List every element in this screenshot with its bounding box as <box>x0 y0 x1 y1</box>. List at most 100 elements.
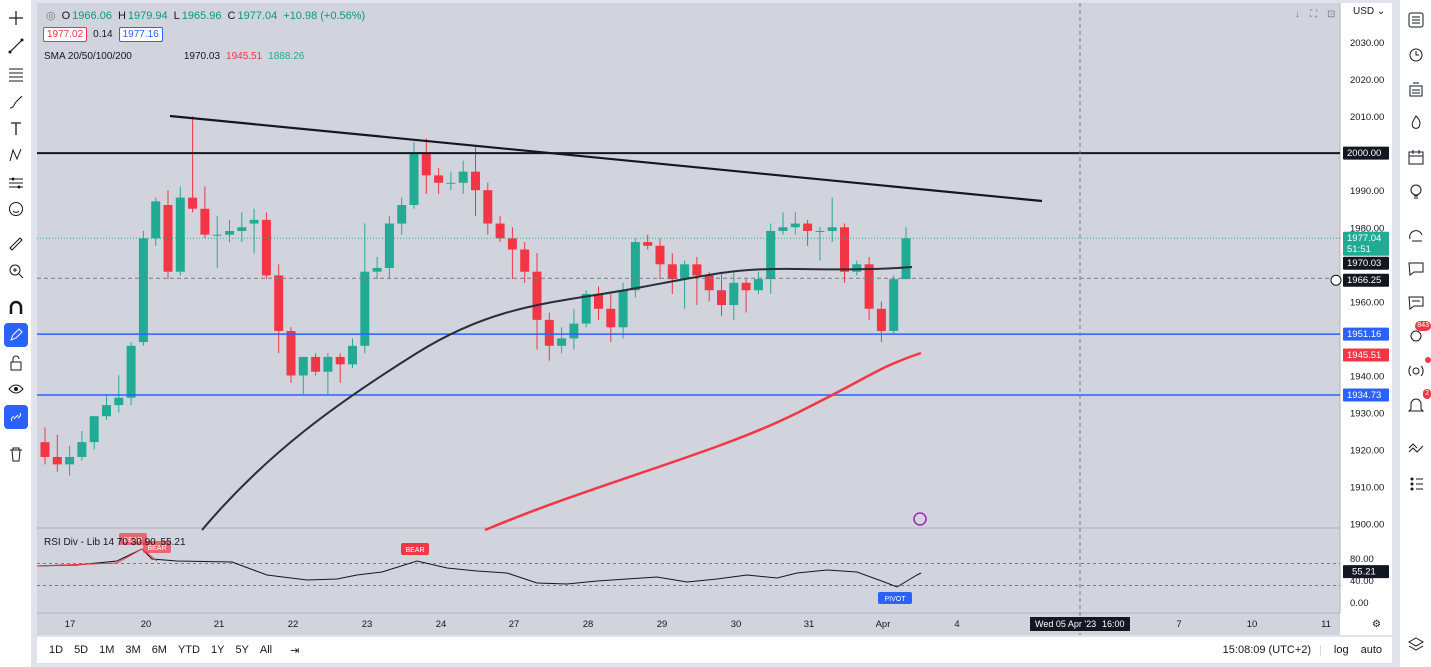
trend-line-icon[interactable] <box>4 34 28 58</box>
candle-body <box>692 264 702 276</box>
data-window-icon[interactable] <box>1404 77 1428 101</box>
link-icon[interactable] <box>4 405 28 429</box>
price-axis-label: 1900.00 <box>1350 520 1384 531</box>
sma-20-line <box>201 266 913 531</box>
clock[interactable]: 15:08:09 (UTC+2) <box>1222 644 1312 656</box>
range-1d[interactable]: 1D <box>49 644 64 656</box>
time-axis-label: 27 <box>509 619 520 630</box>
zoom-in-icon[interactable] <box>4 259 28 283</box>
candle-body <box>704 275 714 291</box>
time-tooltip <box>1030 617 1130 631</box>
candle-body <box>311 356 321 372</box>
trash-icon[interactable] <box>4 442 28 466</box>
ideas-icon[interactable] <box>1404 180 1428 204</box>
candle-body <box>237 227 247 231</box>
candle-body <box>520 249 530 272</box>
range-1m[interactable]: 1M <box>99 644 115 656</box>
chart-pane[interactable]: BEAR BEAR BEAR PIVOT 2030.00 2020.00 2010.00 1… <box>37 3 1392 635</box>
alarm-clock-icon[interactable] <box>1404 42 1428 66</box>
ideas-badge: 843 <box>1415 321 1431 331</box>
visibility-icon[interactable]: ◎ <box>46 10 56 22</box>
bear-label: BEAR <box>405 547 424 554</box>
time-axis-label: 4 <box>954 619 959 630</box>
candle-body <box>876 308 886 331</box>
hotlist-icon[interactable] <box>1404 111 1428 135</box>
time-axis-label: 31 <box>804 619 815 630</box>
descending-trendline <box>169 114 1043 203</box>
bear-label-3: BEAR <box>147 545 166 552</box>
price-tag-support1-text: 1951.16 <box>1347 329 1381 340</box>
candle-body <box>569 323 579 339</box>
time-axis-label: 29 <box>657 619 668 630</box>
candle-body <box>618 290 628 328</box>
range-6m[interactable]: 6M <box>151 644 167 656</box>
dom-icon[interactable] <box>1404 471 1428 495</box>
candle-body <box>151 201 161 239</box>
currency-select[interactable]: USD ⌄ <box>1353 6 1386 17</box>
time-axis-label: 21 <box>214 619 225 630</box>
maximize-icon[interactable]: ⛶ <box>1310 9 1317 20</box>
drawing-mode-icon[interactable] <box>4 323 28 347</box>
calendar-range-icon[interactable]: ⇥ <box>290 644 300 657</box>
brush-icon[interactable] <box>4 90 28 114</box>
pattern-icon[interactable] <box>4 143 28 167</box>
pine-icon[interactable] <box>1404 437 1428 461</box>
calendar-icon[interactable] <box>1404 145 1428 169</box>
time-axis-label: 7 <box>1176 619 1181 630</box>
price-axis-label: 1990.00 <box>1350 186 1384 197</box>
watchlist-icon[interactable] <box>1404 8 1428 32</box>
candle-body <box>89 416 99 443</box>
arrow-down-icon[interactable]: ↓ <box>1295 9 1300 20</box>
magnet-icon[interactable] <box>4 296 28 320</box>
candle-body <box>261 219 271 276</box>
streams-icon[interactable] <box>1404 224 1428 248</box>
bid-button[interactable]: 1977.02 <box>43 27 88 42</box>
price-tag-round <box>1343 146 1389 160</box>
pivot-marker <box>878 592 912 604</box>
range-5y[interactable]: 5Y <box>235 644 249 656</box>
crosshair-icon[interactable] <box>4 6 28 30</box>
broadcast-icon[interactable] <box>1404 357 1431 383</box>
price-tag-sma20-text: 1970.03 <box>1347 258 1381 269</box>
ask-button[interactable]: 1977.16 <box>118 27 163 42</box>
price-tag-last-text: 1977.04 <box>1347 233 1381 244</box>
price-tag-cross-text: 1966.25 <box>1347 275 1381 286</box>
candle-body <box>667 264 677 280</box>
candle-body <box>200 208 210 235</box>
high-value: 1979.94 <box>127 9 168 22</box>
range-5d[interactable]: 5D <box>74 644 89 656</box>
candle-body <box>864 264 874 309</box>
text-icon[interactable] <box>4 117 28 141</box>
emoji-icon[interactable] <box>4 197 28 221</box>
candle-body <box>114 397 124 406</box>
range-ytd[interactable]: YTD <box>177 644 200 656</box>
range-all[interactable]: All <box>259 644 273 656</box>
candle-body <box>446 182 456 184</box>
range-3m[interactable]: 3M <box>125 644 141 656</box>
notifications-icon[interactable]: 2 <box>1404 389 1431 417</box>
lock-icon[interactable] <box>4 351 28 375</box>
candle-body <box>471 171 480 191</box>
bear-marker-3 <box>143 541 171 553</box>
time-axis-label: 20 <box>141 619 152 630</box>
pivot-label: PIVOT <box>884 596 906 603</box>
ruler-icon[interactable] <box>4 232 28 256</box>
fib-icon[interactable] <box>4 62 28 86</box>
eye-icon[interactable] <box>4 377 28 401</box>
restore-icon[interactable]: ⊡ <box>1327 9 1336 20</box>
chat-icon[interactable] <box>1404 257 1428 281</box>
rsi-axis-label: 40.00 <box>1350 576 1374 587</box>
candle-body <box>335 356 345 365</box>
auto-button[interactable]: auto <box>1360 644 1382 656</box>
prediction-icon[interactable] <box>4 171 28 195</box>
candle-body <box>766 230 776 280</box>
price-axis-label: 2030.00 <box>1350 38 1384 49</box>
sma-legend: SMA 20/50/100/200 1970.03 1945.51 1888.2… <box>44 51 304 62</box>
sma-value-2: 1945.51 <box>226 51 263 62</box>
range-1y[interactable]: 1Y <box>210 644 225 656</box>
price-chart[interactable]: BEAR BEAR BEAR PIVOT 2030.00 2020.00 2010.00 1… <box>37 3 1392 635</box>
ideas-stream-icon[interactable]: 843 <box>1404 321 1431 349</box>
log-button[interactable]: log <box>1333 644 1349 656</box>
layers-icon[interactable] <box>1404 632 1428 656</box>
messages-icon[interactable] <box>1404 291 1428 315</box>
